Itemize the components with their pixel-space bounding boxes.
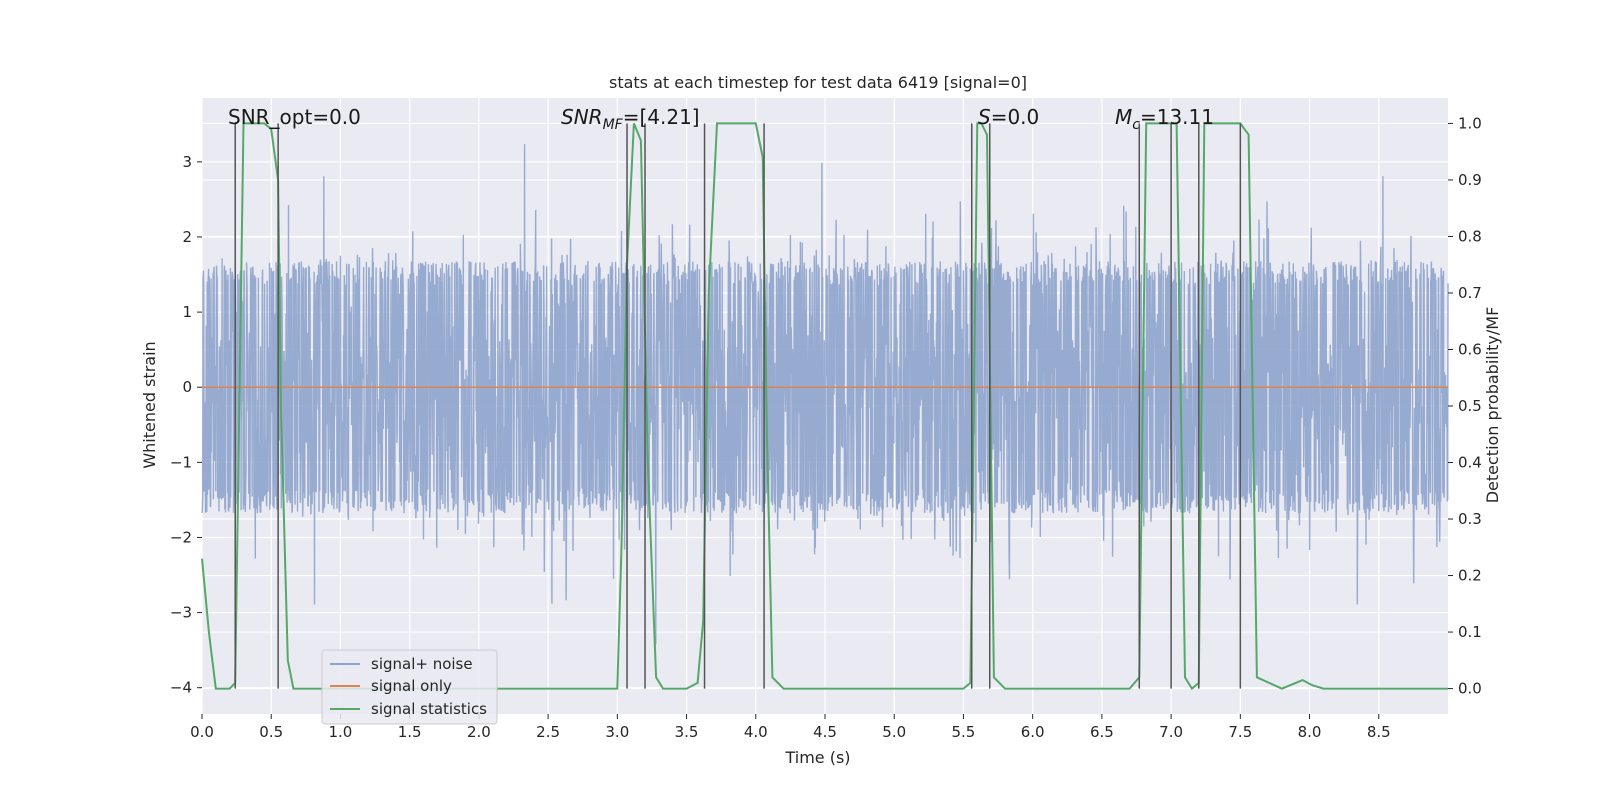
annotation-snr-mf-symbol: SNR bbox=[561, 105, 603, 129]
x-tick-label: 6.0 bbox=[1021, 723, 1045, 741]
x-tick-label: 8.5 bbox=[1367, 723, 1391, 741]
annotation-s: S=0.0 bbox=[978, 105, 1039, 129]
y-left-tick-label: 0 bbox=[182, 378, 192, 396]
y-right-tick-label: 0.4 bbox=[1458, 454, 1482, 472]
y-left-tick-label: 2 bbox=[182, 228, 192, 246]
annotation-snr-mf-subscript: MF bbox=[603, 117, 624, 133]
x-axis-label: Time (s) bbox=[784, 748, 850, 767]
legend: signal+ noise signal only signal statist… bbox=[321, 649, 498, 725]
x-tick-label: 4.5 bbox=[813, 723, 837, 741]
signal-statistics-series bbox=[201, 122, 1448, 691]
y-axis-left-ticks: −4 −3 −2 −1 0 1 2 3 bbox=[170, 153, 202, 697]
y-right-tick-label: 0.6 bbox=[1458, 340, 1482, 358]
y-left-tick-label: −2 bbox=[170, 528, 192, 546]
x-axis-ticks: 0.0 0.5 1.0 1.5 2.0 2.5 3.0 3.5 4.0 4.5 5.0 5.5 6.0 6… bbox=[190, 714, 1391, 741]
y-axis-right-label: Detection probability/MF bbox=[1483, 307, 1502, 504]
annotation-snr-mf-value: =[4.21] bbox=[623, 105, 700, 129]
y-right-tick-label: 0.0 bbox=[1458, 680, 1482, 698]
y-right-tick-label: 0.1 bbox=[1458, 623, 1482, 641]
y-right-tick-label: 0.5 bbox=[1458, 397, 1482, 415]
legend-label-signal-noise: signal+ noise bbox=[371, 655, 473, 673]
y-axis-right-ticks: 0.0 0.1 0.2 0.3 0.4 0.5 0.6 0.7 0.8 0.9 1.0 bbox=[1448, 114, 1482, 698]
y-left-tick-label: −3 bbox=[170, 604, 192, 622]
annotation-snr-mf: SNRMF=[4.21] bbox=[561, 105, 700, 133]
x-tick-label: 4.0 bbox=[744, 723, 768, 741]
annotation-snr-opt: SNR_opt=0.0 bbox=[228, 105, 361, 129]
y-right-tick-label: 0.3 bbox=[1458, 510, 1482, 528]
y-left-tick-label: 1 bbox=[182, 303, 192, 321]
y-left-tick-label: −1 bbox=[170, 453, 192, 471]
x-tick-label: 7.0 bbox=[1159, 723, 1183, 741]
x-tick-label: 5.0 bbox=[882, 723, 906, 741]
annotation-mc-subscript: c bbox=[1132, 117, 1140, 133]
x-tick-label: 3.5 bbox=[675, 723, 699, 741]
annotation-s-symbol: S bbox=[978, 105, 991, 129]
y-left-tick-label: −4 bbox=[170, 679, 192, 697]
y-left-tick-label: 3 bbox=[182, 153, 192, 171]
y-right-tick-label: 1.0 bbox=[1458, 114, 1482, 132]
x-tick-label: 1.0 bbox=[329, 723, 353, 741]
x-tick-label: 0.5 bbox=[259, 723, 283, 741]
legend-label-signal-only: signal only bbox=[371, 677, 452, 695]
x-tick-label: 7.5 bbox=[1228, 723, 1252, 741]
y-right-tick-label: 0.7 bbox=[1458, 284, 1482, 302]
x-tick-label: 8.0 bbox=[1298, 723, 1322, 741]
x-tick-label: 2.0 bbox=[467, 723, 491, 741]
legend-label-signal-statistics: signal statistics bbox=[371, 700, 487, 718]
y-axis-left-label: Whitened strain bbox=[140, 341, 159, 468]
x-tick-label: 2.5 bbox=[536, 723, 560, 741]
legend-box bbox=[321, 649, 498, 725]
chart-title: stats at each timestep for test data 641… bbox=[609, 73, 1027, 92]
x-tick-label: 0.0 bbox=[190, 723, 214, 741]
x-tick-label: 3.0 bbox=[605, 723, 629, 741]
annotation-mc-value: =13.11 bbox=[1140, 105, 1214, 129]
annotation-mc: Mc=13.11 bbox=[1115, 105, 1214, 133]
y-right-tick-label: 0.9 bbox=[1458, 171, 1482, 189]
x-tick-label: 5.5 bbox=[952, 723, 976, 741]
y-right-tick-label: 0.8 bbox=[1458, 227, 1482, 245]
vertical-markers bbox=[234, 123, 1242, 689]
x-tick-label: 1.5 bbox=[398, 723, 422, 741]
x-tick-label: 6.5 bbox=[1090, 723, 1114, 741]
y-right-tick-label: 0.2 bbox=[1458, 567, 1482, 585]
annotation-s-value: =0.0 bbox=[991, 105, 1040, 129]
annotation-mc-symbol: M bbox=[1115, 105, 1132, 129]
signal-statistics-line bbox=[201, 122, 1448, 691]
